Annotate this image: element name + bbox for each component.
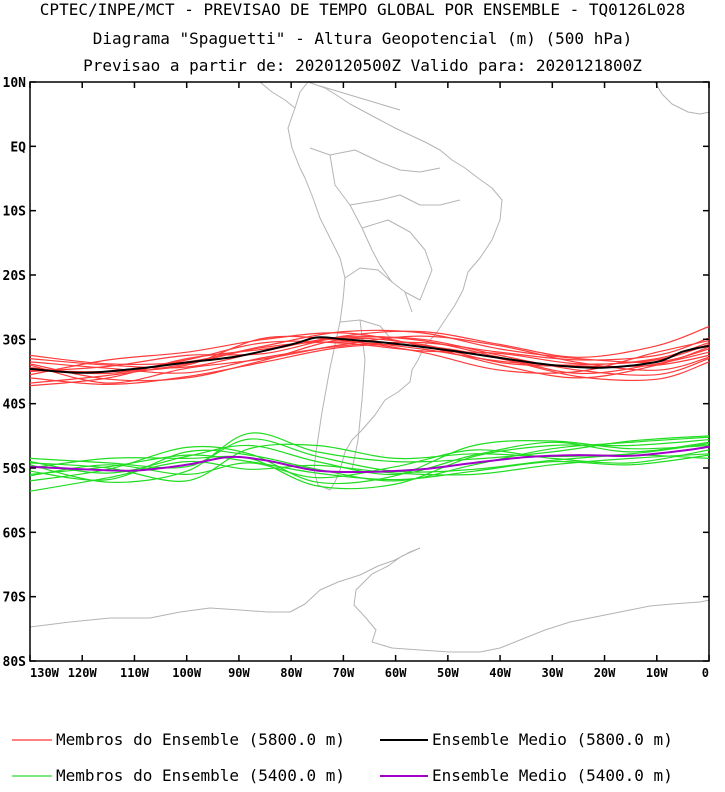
coastline-layer: [29, 81, 711, 653]
lon-label: 130W: [30, 666, 60, 680]
mean-5400-line: [29, 445, 710, 474]
legend-label: Ensemble Medio (5400.0 m): [432, 766, 673, 785]
member-5400-line: [29, 432, 710, 483]
lat-label: 80S: [3, 655, 27, 670]
legend-label: Membros do Ensemble (5800.0 m): [56, 730, 345, 749]
member-5400-line: [29, 453, 710, 492]
mean-5800-line: [29, 336, 710, 374]
legend-label: Membros do Ensemble (5400.0 m): [56, 766, 345, 785]
antarctica-coast: [29, 547, 711, 653]
title-line-3: Previsao a partir de: 2020120500Z Valido…: [83, 56, 642, 75]
member-5800-line: [29, 341, 710, 384]
africa-coast: [654, 81, 711, 115]
lat-label: 10S: [3, 205, 27, 220]
lat-label: EQ: [10, 140, 26, 155]
caribbean-coast: [319, 85, 401, 111]
lat-label: 50S: [3, 462, 27, 477]
lon-label: 40W: [489, 666, 511, 680]
legend-label: Ensemble Medio (5800.0 m): [432, 730, 673, 749]
lon-label: 0: [702, 666, 709, 680]
south-america-coast: [287, 81, 503, 491]
central-america-coast: [259, 81, 296, 109]
member-5800-line: [29, 344, 710, 386]
lon-label: 100W: [172, 666, 202, 680]
member-5400-line: [29, 440, 710, 485]
lat-label: 60S: [3, 526, 27, 541]
lat-label: 20S: [3, 269, 27, 284]
lon-label: 110W: [120, 666, 150, 680]
lon-label: 120W: [68, 666, 98, 680]
lat-label: 70S: [3, 591, 27, 606]
lon-label: 20W: [594, 666, 616, 680]
member-5400-line: [29, 454, 710, 481]
lon-label: 10W: [646, 666, 668, 680]
lon-label: 90W: [228, 666, 250, 680]
member-5800-line: [29, 325, 710, 373]
lon-label: 80W: [280, 666, 302, 680]
lat-label: 30S: [3, 333, 27, 348]
member-5400-line: [29, 439, 710, 490]
member-5400-line: [29, 438, 710, 473]
lon-label: 70W: [333, 666, 355, 680]
country-borders: [309, 147, 461, 471]
member-5800-line: [29, 336, 710, 387]
title-line-2: Diagrama "Spaguetti" - Altura Geopotenci…: [92, 29, 633, 48]
member-5800-line: [29, 337, 710, 374]
title-line-1: CPTEC/INPE/MCT - PREVISAO DE TEMPO GLOBA…: [39, 0, 686, 19]
member-5800-line: [29, 329, 710, 366]
lat-label: 40S: [3, 398, 27, 413]
lon-label: 30W: [541, 666, 563, 680]
lon-label: 60W: [385, 666, 407, 680]
lat-label: 10N: [3, 76, 27, 91]
lon-label: 50W: [437, 666, 459, 680]
